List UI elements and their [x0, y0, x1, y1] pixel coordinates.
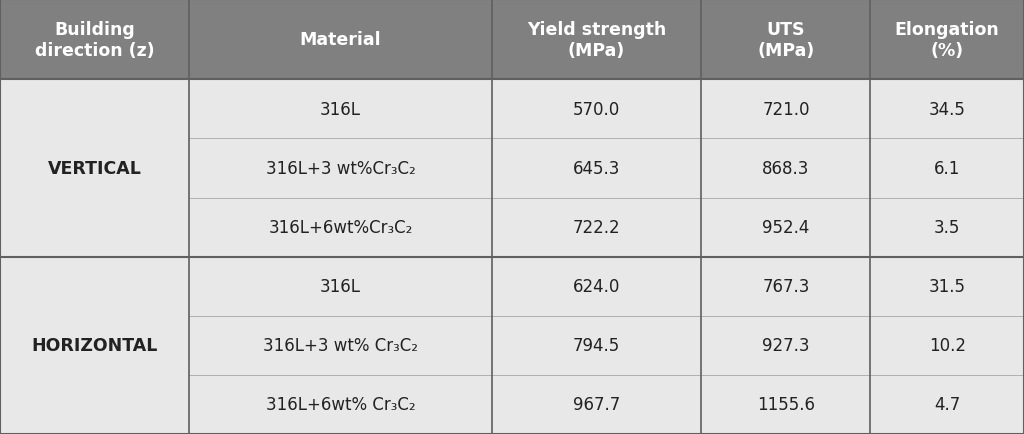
- Bar: [701, 80, 870, 139]
- Text: 624.0: 624.0: [572, 278, 621, 296]
- Text: HORIZONTAL: HORIZONTAL: [32, 337, 158, 355]
- Text: 316L+3 wt% Cr₃C₂: 316L+3 wt% Cr₃C₂: [263, 337, 418, 355]
- Bar: [701, 198, 870, 257]
- Bar: [870, 198, 1024, 257]
- Bar: [870, 80, 1024, 139]
- Bar: [189, 316, 492, 375]
- Text: 645.3: 645.3: [572, 160, 621, 178]
- Text: Yield strength
(MPa): Yield strength (MPa): [527, 21, 666, 59]
- Bar: [492, 139, 701, 198]
- Text: UTS
(MPa): UTS (MPa): [758, 21, 814, 59]
- Text: 721.0: 721.0: [762, 101, 810, 118]
- Bar: [189, 0, 492, 80]
- Text: 722.2: 722.2: [572, 219, 621, 237]
- Text: 316L: 316L: [319, 278, 361, 296]
- Text: 927.3: 927.3: [762, 337, 810, 355]
- Bar: [189, 139, 492, 198]
- Text: 967.7: 967.7: [572, 395, 621, 414]
- Bar: [870, 375, 1024, 434]
- Text: 316L+6wt%Cr₃C₂: 316L+6wt%Cr₃C₂: [268, 219, 413, 237]
- Text: 316L+6wt% Cr₃C₂: 316L+6wt% Cr₃C₂: [265, 395, 416, 414]
- Bar: [0, 257, 189, 434]
- Bar: [701, 375, 870, 434]
- Text: 316L+3 wt%Cr₃C₂: 316L+3 wt%Cr₃C₂: [265, 160, 416, 178]
- Bar: [492, 316, 701, 375]
- Text: 31.5: 31.5: [929, 278, 966, 296]
- Bar: [189, 198, 492, 257]
- Bar: [492, 257, 701, 316]
- Text: 3.5: 3.5: [934, 219, 961, 237]
- Text: Building
direction (z): Building direction (z): [35, 21, 155, 59]
- Bar: [189, 375, 492, 434]
- Bar: [189, 80, 492, 139]
- Bar: [492, 0, 701, 80]
- Bar: [492, 80, 701, 139]
- Text: 6.1: 6.1: [934, 160, 961, 178]
- Bar: [189, 257, 492, 316]
- Text: Material: Material: [300, 31, 381, 49]
- Text: 952.4: 952.4: [762, 219, 810, 237]
- Bar: [701, 257, 870, 316]
- Text: 1155.6: 1155.6: [757, 395, 815, 414]
- Bar: [870, 257, 1024, 316]
- Text: VERTICAL: VERTICAL: [48, 160, 141, 178]
- Bar: [701, 0, 870, 80]
- Text: 10.2: 10.2: [929, 337, 966, 355]
- Bar: [0, 0, 189, 80]
- Bar: [492, 198, 701, 257]
- Text: 316L: 316L: [319, 101, 361, 118]
- Bar: [870, 139, 1024, 198]
- Text: 34.5: 34.5: [929, 101, 966, 118]
- Bar: [0, 80, 189, 257]
- Text: 767.3: 767.3: [762, 278, 810, 296]
- Text: 868.3: 868.3: [762, 160, 810, 178]
- Text: Elongation
(%): Elongation (%): [895, 21, 999, 59]
- Bar: [870, 0, 1024, 80]
- Bar: [492, 375, 701, 434]
- Text: 570.0: 570.0: [572, 101, 621, 118]
- Text: 4.7: 4.7: [934, 395, 961, 414]
- Text: 794.5: 794.5: [572, 337, 621, 355]
- Bar: [701, 139, 870, 198]
- Bar: [701, 316, 870, 375]
- Bar: [870, 316, 1024, 375]
